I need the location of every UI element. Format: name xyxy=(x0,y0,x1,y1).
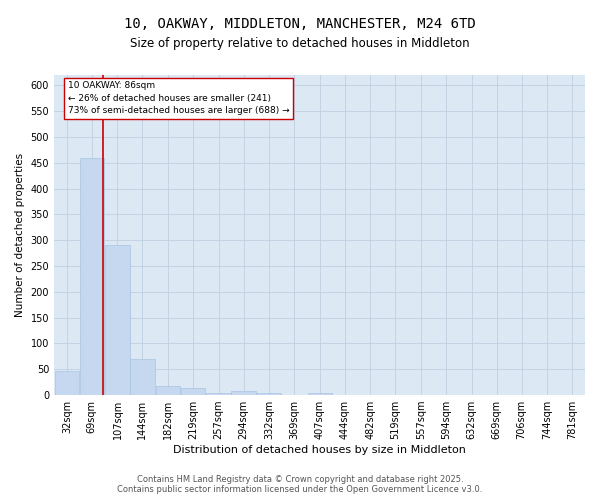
Bar xyxy=(130,359,155,395)
Bar xyxy=(105,246,130,395)
Y-axis label: Number of detached properties: Number of detached properties xyxy=(15,153,25,317)
Bar xyxy=(80,158,104,395)
Bar xyxy=(308,393,332,395)
Text: 10, OAKWAY, MIDDLETON, MANCHESTER, M24 6TD: 10, OAKWAY, MIDDLETON, MANCHESTER, M24 6… xyxy=(124,18,476,32)
Text: Size of property relative to detached houses in Middleton: Size of property relative to detached ho… xyxy=(130,38,470,51)
Text: 10 OAKWAY: 86sqm
← 26% of detached houses are smaller (241)
73% of semi-detached: 10 OAKWAY: 86sqm ← 26% of detached house… xyxy=(68,81,289,115)
Bar xyxy=(257,392,281,395)
Text: Contains HM Land Registry data © Crown copyright and database right 2025.
Contai: Contains HM Land Registry data © Crown c… xyxy=(118,474,482,494)
Bar xyxy=(55,371,79,395)
Bar xyxy=(206,392,231,395)
Bar xyxy=(181,388,205,395)
Bar xyxy=(232,391,256,395)
X-axis label: Distribution of detached houses by size in Middleton: Distribution of detached houses by size … xyxy=(173,445,466,455)
Bar xyxy=(156,386,180,395)
